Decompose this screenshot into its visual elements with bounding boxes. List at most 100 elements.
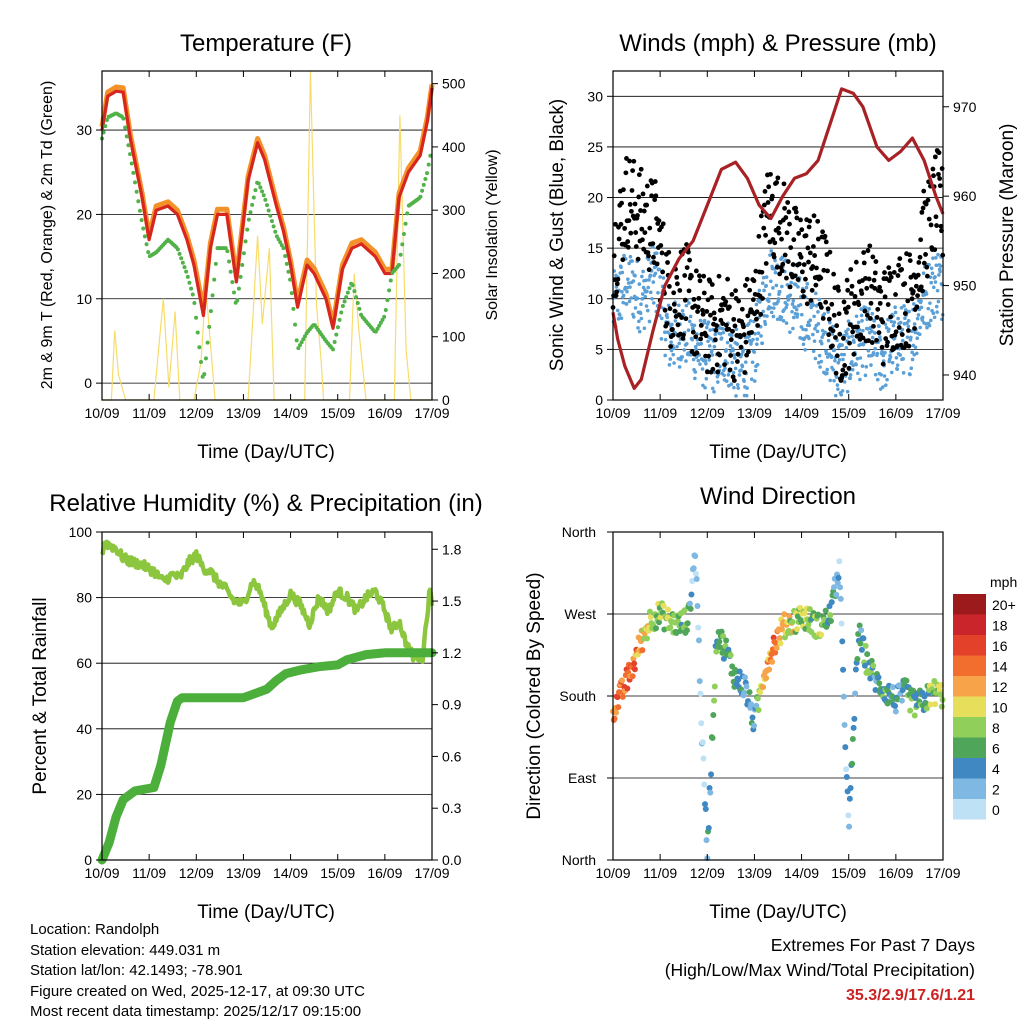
dewpoint-point [405,211,410,216]
sustained-wind-point [677,365,682,369]
winds-xtick-label: 13/09 [737,405,772,421]
sustained-wind-point [769,279,773,284]
direction-point [616,689,623,696]
dewpoint-point [293,322,298,327]
direction-point [845,812,852,819]
direction-xtick-label: 12/09 [690,865,725,881]
dewpoint-point [208,309,213,314]
sustained-wind-point [840,389,845,393]
sustained-wind-point [934,304,939,309]
wind-gust-point [647,225,653,231]
sustained-wind-point [811,303,816,308]
sustained-wind-point [628,285,632,289]
direction-point [746,689,753,696]
direction-point [751,722,758,729]
humidity-xtick-label: 16/09 [367,865,402,881]
sustained-wind-point [731,348,735,353]
dewpoint-point [128,152,133,157]
wind-gust-point [626,218,632,224]
sustained-wind-point [795,315,799,319]
humidity-ytick-label: 100 [69,524,93,540]
humidity-line [100,539,435,664]
dewpoint-point [299,340,304,345]
direction-point [892,703,899,710]
dewpoint-point [400,242,405,247]
sustained-wind-point [682,348,687,352]
sustained-wind-point [666,303,671,308]
wind-gust-point [633,230,639,235]
wind-gust-point [905,328,911,333]
direction-point [735,676,742,683]
dewpoint-point [279,243,284,248]
sustained-wind-point [863,373,868,378]
wind-gust-point [720,321,726,327]
sustained-wind-point [764,275,769,279]
sustained-wind-point [820,328,825,333]
sustained-wind-point [658,275,662,279]
direction-point [709,734,716,741]
wind-gust-point [830,328,836,334]
sustained-wind-point [878,338,883,342]
sustained-wind-point [693,344,698,349]
wind-gust-point [914,304,920,310]
sustained-wind-point [721,327,725,331]
dewpoint-point [146,250,151,255]
direction-point [720,633,727,640]
sustained-wind-point [659,337,664,341]
sustained-wind-point [895,363,900,367]
sustained-wind-point [698,362,702,366]
dewpoint-point [139,218,144,223]
sustained-wind-point [776,299,780,304]
wind-gust-point [859,291,865,296]
wind-gust-point [706,353,712,359]
sustained-wind-point [784,305,788,310]
sustained-wind-point [844,346,849,350]
wind-gust-point [882,270,887,275]
dewpoint-point [383,308,388,313]
sustained-wind-point [729,382,734,386]
wind-gust-point [794,215,800,221]
temperature-xtick-label: 14/09 [273,405,308,421]
sustained-wind-point [807,323,812,328]
direction-point [643,635,650,642]
dewpoint-point [258,185,263,190]
direction-point [681,607,688,614]
humidity-xtick-label: 12/09 [179,865,214,881]
colorbar-swatch [953,676,986,697]
direction-point [665,606,672,613]
sustained-wind-point [916,313,921,317]
sustained-wind-point [771,286,775,290]
sustained-wind-point [872,318,877,323]
sustained-wind-point [807,336,811,341]
sustained-wind-point [854,314,859,319]
wind-gust-point [799,269,805,275]
wind-gust-point [826,332,832,338]
sustained-wind-point [619,265,623,270]
wind-gust-point [638,208,643,213]
direction-point [850,724,857,731]
sustained-wind-point [819,359,824,364]
wind-gust-point [852,294,858,299]
sustained-wind-point [721,330,726,335]
colorbar-swatch [953,614,986,635]
direction-point [743,683,750,690]
wind-gust-point [741,324,746,330]
wind-gust-point [613,221,618,227]
sustained-wind-point [811,349,816,354]
wind-gust-point [779,236,784,242]
direction-point [629,673,636,680]
colorbar-label: 20+ [992,597,1016,613]
direction-point [894,696,901,703]
sustained-wind-point [694,347,698,352]
direction-point [827,617,834,624]
sustained-wind-point [910,357,915,362]
sustained-wind-point [790,309,794,314]
wind-gust-point [739,306,745,312]
wind-gust-point [877,284,882,290]
wind-gust-point [902,281,908,287]
direction-point [763,675,770,682]
sustained-wind-point [834,375,839,379]
dewpoint-point [263,197,268,202]
sustained-wind-point [706,320,711,324]
sustained-wind-point [657,267,662,272]
